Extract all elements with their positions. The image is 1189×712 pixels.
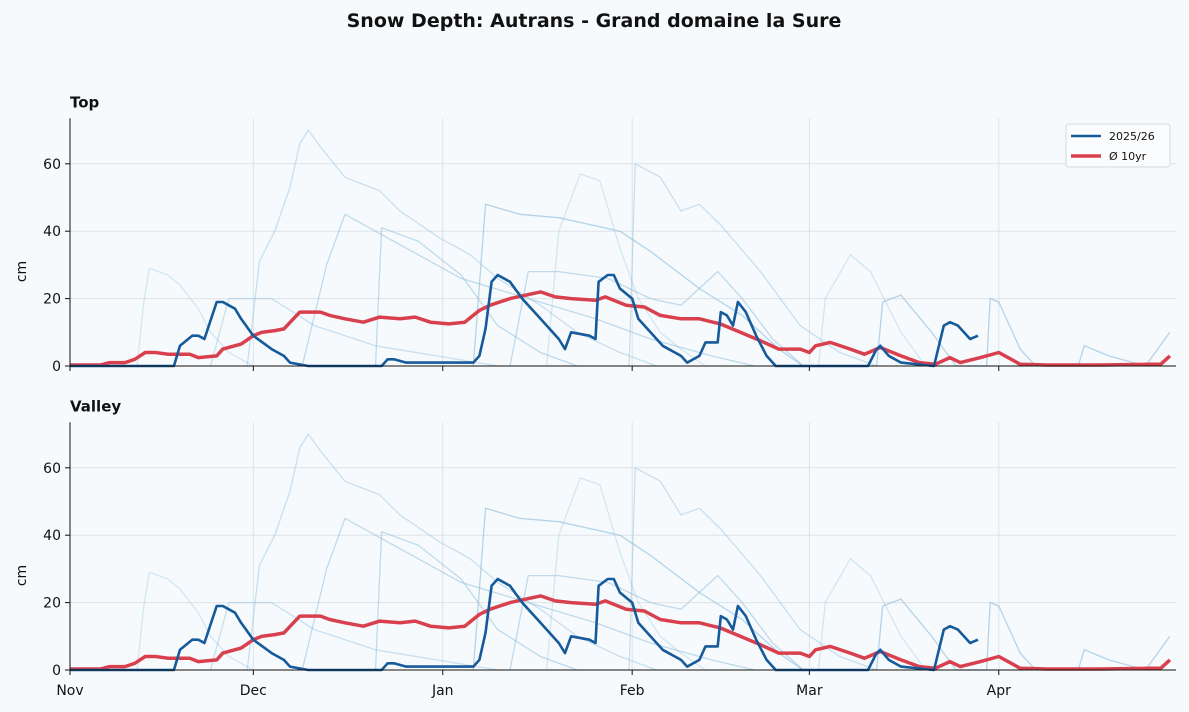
history-season-line bbox=[875, 294, 1171, 367]
y-tick-label: 40 bbox=[43, 528, 61, 544]
y-tick-label: 60 bbox=[43, 157, 61, 173]
x-tick-label: Feb bbox=[620, 683, 645, 699]
history-season-line bbox=[817, 253, 927, 367]
legend: 2025/26 Ø 10yr bbox=[1065, 123, 1171, 168]
x-tick-label: Jan bbox=[431, 683, 454, 699]
y-axis-label: cm bbox=[14, 261, 30, 282]
chart-title: Snow Depth: Autrans - Grand domaine la S… bbox=[347, 10, 842, 32]
history-season-line bbox=[509, 574, 804, 671]
panel-top: 0 20 40 60 cm Top 2025/26 Ø 10yr bbox=[14, 93, 1176, 375]
average-10yr-line bbox=[70, 594, 1172, 671]
y-tick-label: 20 bbox=[43, 292, 61, 308]
history-season-line bbox=[472, 507, 804, 671]
legend-label: Ø 10yr bbox=[1109, 150, 1147, 163]
history-season-line bbox=[472, 203, 804, 367]
history-season-line bbox=[246, 128, 657, 367]
y-axis-label: cm bbox=[14, 565, 30, 586]
history-season-line bbox=[70, 267, 254, 367]
panel-title: Top bbox=[70, 93, 100, 111]
y-tick-label: 20 bbox=[43, 596, 61, 612]
panel-title: Valley bbox=[70, 397, 121, 415]
history-season-line bbox=[545, 477, 706, 671]
history-season-line bbox=[628, 466, 877, 671]
history-season-line bbox=[875, 598, 1171, 671]
x-tick-label: Nov bbox=[56, 683, 83, 699]
history-season-line bbox=[628, 162, 877, 367]
history-season-line bbox=[817, 557, 927, 671]
y-tick-label: 0 bbox=[52, 359, 61, 375]
y-tick-label: 60 bbox=[43, 461, 61, 477]
history-season-line bbox=[374, 530, 578, 671]
y-tick-label: 0 bbox=[52, 663, 61, 679]
x-tick-label: Dec bbox=[240, 683, 267, 699]
x-tick-label: Apr bbox=[987, 683, 1011, 699]
current-season-line bbox=[70, 273, 979, 368]
history-season-line bbox=[301, 517, 755, 671]
history-season-line bbox=[246, 432, 657, 671]
legend-label: 2025/26 bbox=[1109, 130, 1155, 143]
history-season-line bbox=[301, 213, 755, 367]
history-season-line bbox=[509, 270, 804, 367]
history-season-line bbox=[209, 297, 498, 367]
panel-valley: 0 20 40 60 Nov Dec Jan Feb Mar Apr cm Valley bbox=[14, 397, 1176, 699]
history-season-line bbox=[374, 226, 578, 367]
current-season-line bbox=[70, 577, 979, 672]
history-season-line bbox=[209, 601, 498, 671]
y-tick-label: 40 bbox=[43, 224, 61, 240]
x-tick-label: Mar bbox=[796, 683, 823, 699]
average-10yr-line bbox=[70, 290, 1172, 367]
history-season-line bbox=[545, 173, 706, 367]
history-season-line bbox=[70, 571, 254, 671]
